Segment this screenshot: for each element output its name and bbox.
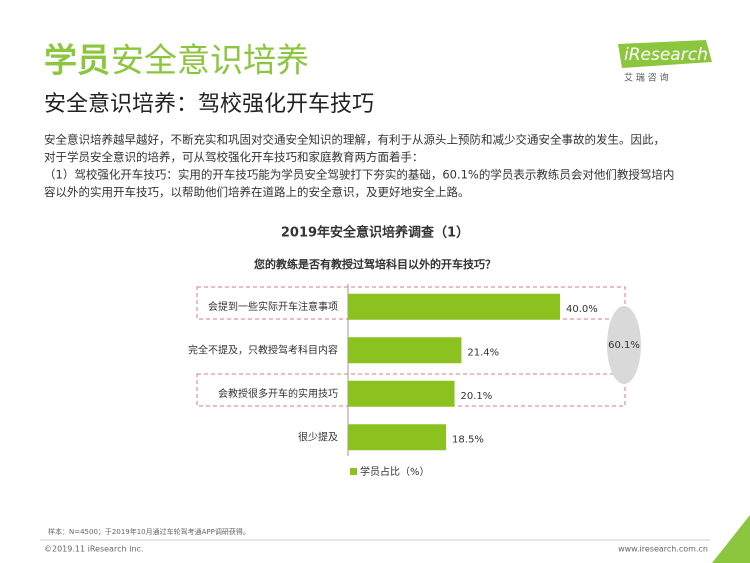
legend-swatch [350,468,357,475]
category-label: 完全不提及，只教授驾考科目内容 [188,343,338,356]
page-number: 17 [726,542,740,555]
title-bold: 学员 [44,41,110,80]
chart-title: 2019年安全意识培养调查（1） [281,225,469,241]
body-line: 安全意识培养越早越好，不断充实和巩固对交通安全知识的理解，有利于从源头上预防和减… [44,133,665,147]
bar [348,380,455,407]
footnote: 样本：N=4500；于2019年10月通过车轮驾考通APP调研获得。 [48,527,250,536]
corner-triangle [712,515,750,563]
value-label: 18.5% [452,434,484,445]
category-label: 会教授很多开车的实用技巧 [218,387,338,400]
logo-shape [618,40,712,68]
chart-subtitle: 您的教练是否有教授过驾培科目以外的开车技巧？ [254,257,496,271]
annotation: 60.1% [608,340,640,351]
bar [348,424,447,451]
value-label: 20.1% [461,391,493,402]
logo-cn: 艾 瑞 咨 询 [624,72,669,84]
value-label: 40.0% [566,304,598,315]
logo: iResearch [624,45,708,65]
body-line: （1）驾校强化开车技巧：实用的开车技巧能为学员安全驾驶打下夯实的基础，60.1%… [44,168,674,182]
annotation-ellipse [607,306,641,384]
bar [348,293,560,320]
title-rest: 安全意识培养 [111,41,309,80]
body-line: 对于学员安全意识的培养，可从驾校强化开车技巧和家庭教育两方面着手： [44,150,424,164]
url: www.iresearch.com.cn [618,545,708,554]
value-label: 21.4% [467,347,499,358]
bar [348,337,462,364]
copyright: ©2019.11 iResearch Inc. [44,545,143,554]
category-label: 会提到一些实际开车注意事项 [208,300,338,313]
body-line: 容以外的实用开车技巧，以帮助他们培养在道路上的安全意识，及更好地安全上路。 [44,185,470,199]
subtitle: 安全意识培养：驾校强化开车技巧 [44,92,374,117]
legend-label: 学员占比（%） [360,465,430,478]
category-label: 很少提及 [298,430,338,443]
